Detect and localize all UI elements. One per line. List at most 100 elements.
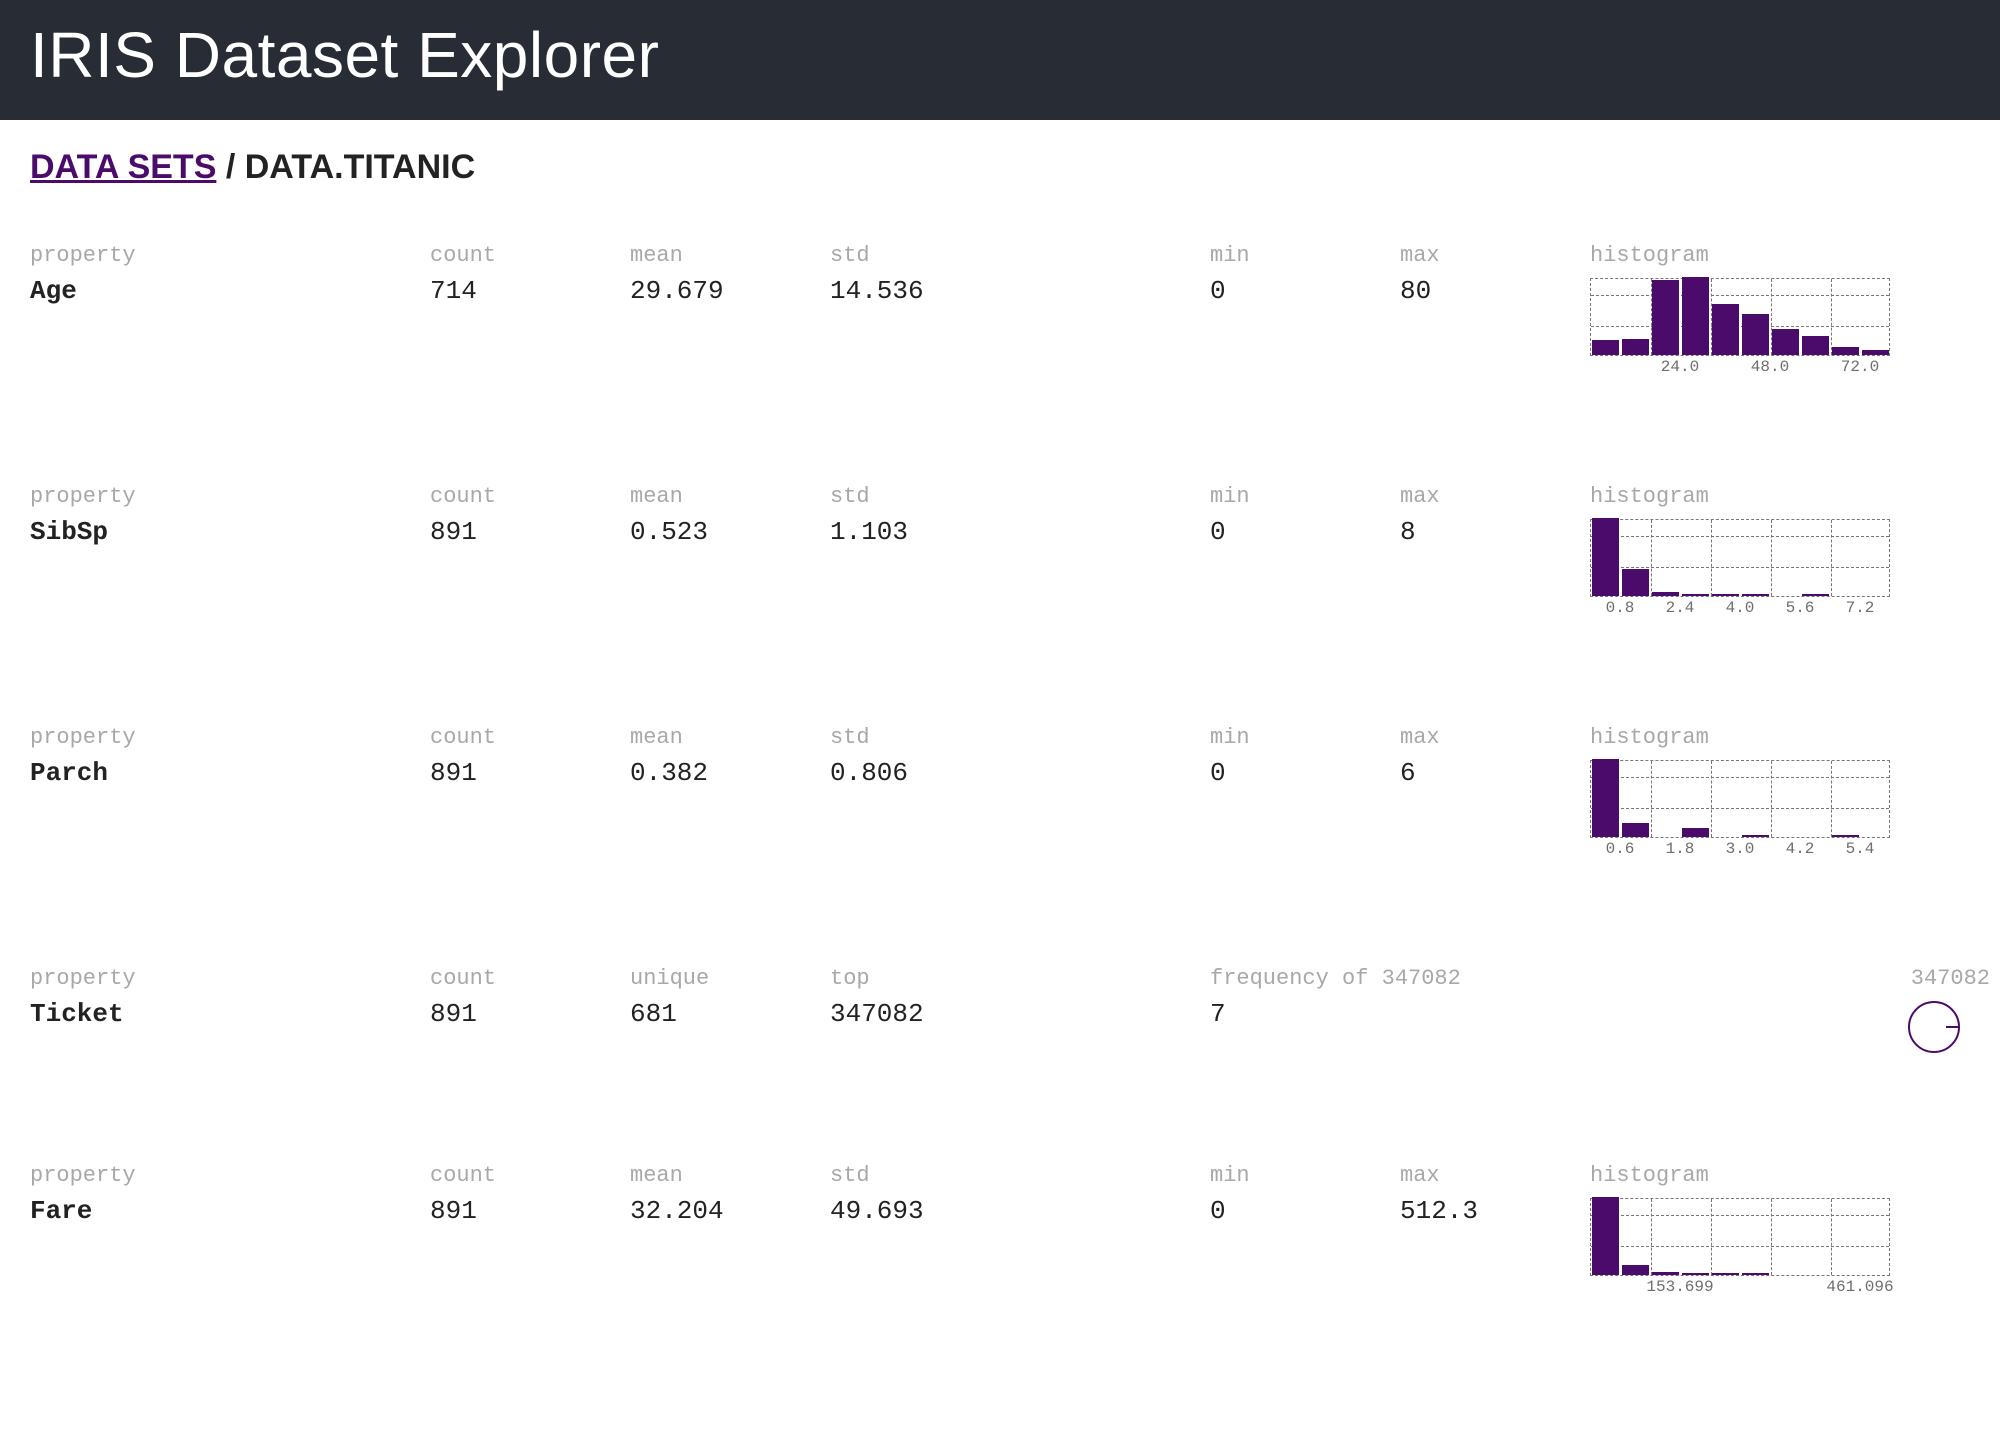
stat-label: min	[1210, 484, 1400, 509]
histogram-bar	[1622, 823, 1649, 837]
property-row: propertySibSpcount891mean0.523std1.103mi…	[30, 484, 1970, 615]
breadcrumb-current: DATA.TITANIC	[245, 148, 475, 186]
stat-label: frequency of 347082	[1210, 966, 1590, 991]
stat-cell-count: count 891	[430, 966, 630, 1029]
histogram-cell: histogram153.699461.096	[1590, 1163, 1990, 1294]
histogram-bar	[1802, 594, 1829, 596]
histogram-bar	[1832, 835, 1859, 837]
stat-cell-property: propertyAge	[30, 243, 430, 306]
stat-value: 0	[1210, 758, 1400, 788]
histogram-tick-label: 2.4	[1666, 599, 1695, 617]
stat-cell-std: std49.693	[830, 1163, 1210, 1226]
stat-value: 7	[1210, 999, 1590, 1029]
stat-label: min	[1210, 243, 1400, 268]
stat-label: max	[1400, 243, 1590, 268]
histogram-tick-label: 7.2	[1846, 599, 1875, 617]
stat-value: 0	[1210, 517, 1400, 547]
property-row: propertyAgecount714mean29.679std14.536mi…	[30, 243, 1970, 374]
stat-cell-std: std14.536	[830, 243, 1210, 306]
stat-label: max	[1400, 1163, 1590, 1188]
stat-value: Fare	[30, 1196, 430, 1226]
histogram-tick-label: 4.0	[1726, 599, 1755, 617]
stat-label: count	[430, 966, 630, 991]
stat-value: 0	[1210, 276, 1400, 306]
stat-cell-property: property Fare	[30, 1163, 430, 1226]
histogram-bar	[1592, 518, 1619, 596]
stat-value: 347082	[830, 999, 1210, 1029]
breadcrumb-root-link[interactable]: DATA SETS	[30, 148, 216, 186]
stat-cell-max: max 8	[1400, 484, 1590, 547]
histogram-chart	[1590, 278, 1890, 356]
property-row: propertyFarecount891mean32.204std49.693m…	[30, 1163, 1970, 1294]
histogram-bar	[1592, 759, 1619, 837]
histogram-bar	[1832, 347, 1859, 355]
stat-cell-mean: mean32.204	[630, 1163, 830, 1226]
stat-label: mean	[630, 484, 830, 509]
histogram-bar	[1652, 592, 1679, 596]
stat-value: 0	[1210, 1196, 1400, 1226]
stat-label: property	[30, 725, 430, 750]
histogram-tick-label: 5.4	[1846, 840, 1875, 858]
stat-label: std	[830, 725, 1210, 750]
stat-label: min	[1210, 1163, 1400, 1188]
stat-label: mean	[630, 243, 830, 268]
stat-label: count	[430, 243, 630, 268]
histogram-bar	[1652, 1272, 1679, 1275]
stat-cell-property: propertySibSp	[30, 484, 430, 547]
stat-cell-mean: mean0.382	[630, 725, 830, 788]
stat-label: property	[30, 966, 430, 991]
histogram-bar	[1712, 304, 1739, 355]
histogram-cell: histogram0.82.44.05.67.2	[1590, 484, 1990, 615]
histogram-label: histogram	[1590, 484, 1990, 509]
pie-icon	[1908, 1001, 1960, 1053]
stat-value: 891	[430, 758, 630, 788]
stat-cell-frequency: frequency of 347082 7	[1210, 966, 1590, 1029]
stat-value: 891	[430, 517, 630, 547]
histogram-label: histogram	[1590, 243, 1990, 268]
stat-value: 0.382	[630, 758, 830, 788]
stat-cell-count: count 714	[430, 243, 630, 306]
histogram-label: histogram	[1590, 725, 1990, 750]
histogram-bar	[1592, 340, 1619, 355]
histogram-chart	[1590, 1198, 1890, 1276]
histogram-bar	[1682, 828, 1709, 837]
stat-cell-count: count891	[430, 1163, 630, 1226]
stat-value: 8	[1400, 517, 1590, 547]
top-value-cell: 347082	[1590, 966, 1990, 1053]
stat-label: count	[430, 1163, 630, 1188]
property-rows: propertyAgecount714mean29.679std14.536mi…	[30, 243, 1970, 1294]
stat-cell-property: propertyTicket	[30, 966, 430, 1029]
histogram-bar	[1802, 336, 1829, 355]
stat-cell-max: max80	[1400, 243, 1590, 306]
histogram-cell: histogram0.61.83.04.25.4	[1590, 725, 1990, 856]
stat-label: max	[1400, 484, 1590, 509]
histogram-bar	[1742, 835, 1769, 837]
stat-value: 714	[430, 276, 630, 306]
histogram-ticks: 24.048.072.0	[1590, 356, 1890, 374]
pie-wrap	[1590, 1001, 1990, 1053]
histogram-bar	[1742, 1273, 1769, 1275]
stat-value: 681	[630, 999, 830, 1029]
breadcrumb: DATA SETS / DATA.TITANIC	[30, 148, 1970, 187]
property-row: propertyParchcount891mean0.382std0.806mi…	[30, 725, 1970, 856]
stat-value: SibSp	[30, 517, 430, 547]
stat-value: 0.523	[630, 517, 830, 547]
stat-cell-count: count891	[430, 725, 630, 788]
stat-value: Age	[30, 276, 430, 306]
stat-label: mean	[630, 1163, 830, 1188]
main-content: DATA SETS / DATA.TITANIC propertyAgecoun…	[0, 120, 2000, 1432]
stat-cell-min: min0	[1210, 725, 1400, 788]
stat-label: std	[830, 1163, 1210, 1188]
histogram-bar	[1712, 1273, 1739, 1275]
stat-label: unique	[630, 966, 830, 991]
stat-label: max	[1400, 725, 1590, 750]
stat-label: property	[30, 1163, 430, 1188]
histogram-bar	[1622, 569, 1649, 596]
property-row: propertyTicketcount 891unique 681top 347082…	[30, 966, 1970, 1053]
stat-label: top	[830, 966, 1210, 991]
histogram-tick-label: 5.6	[1786, 599, 1815, 617]
stat-cell-unique: unique 681	[630, 966, 830, 1029]
stat-value: 891	[430, 999, 630, 1029]
stat-cell-mean: mean 0.523	[630, 484, 830, 547]
histogram-bar	[1862, 350, 1889, 355]
